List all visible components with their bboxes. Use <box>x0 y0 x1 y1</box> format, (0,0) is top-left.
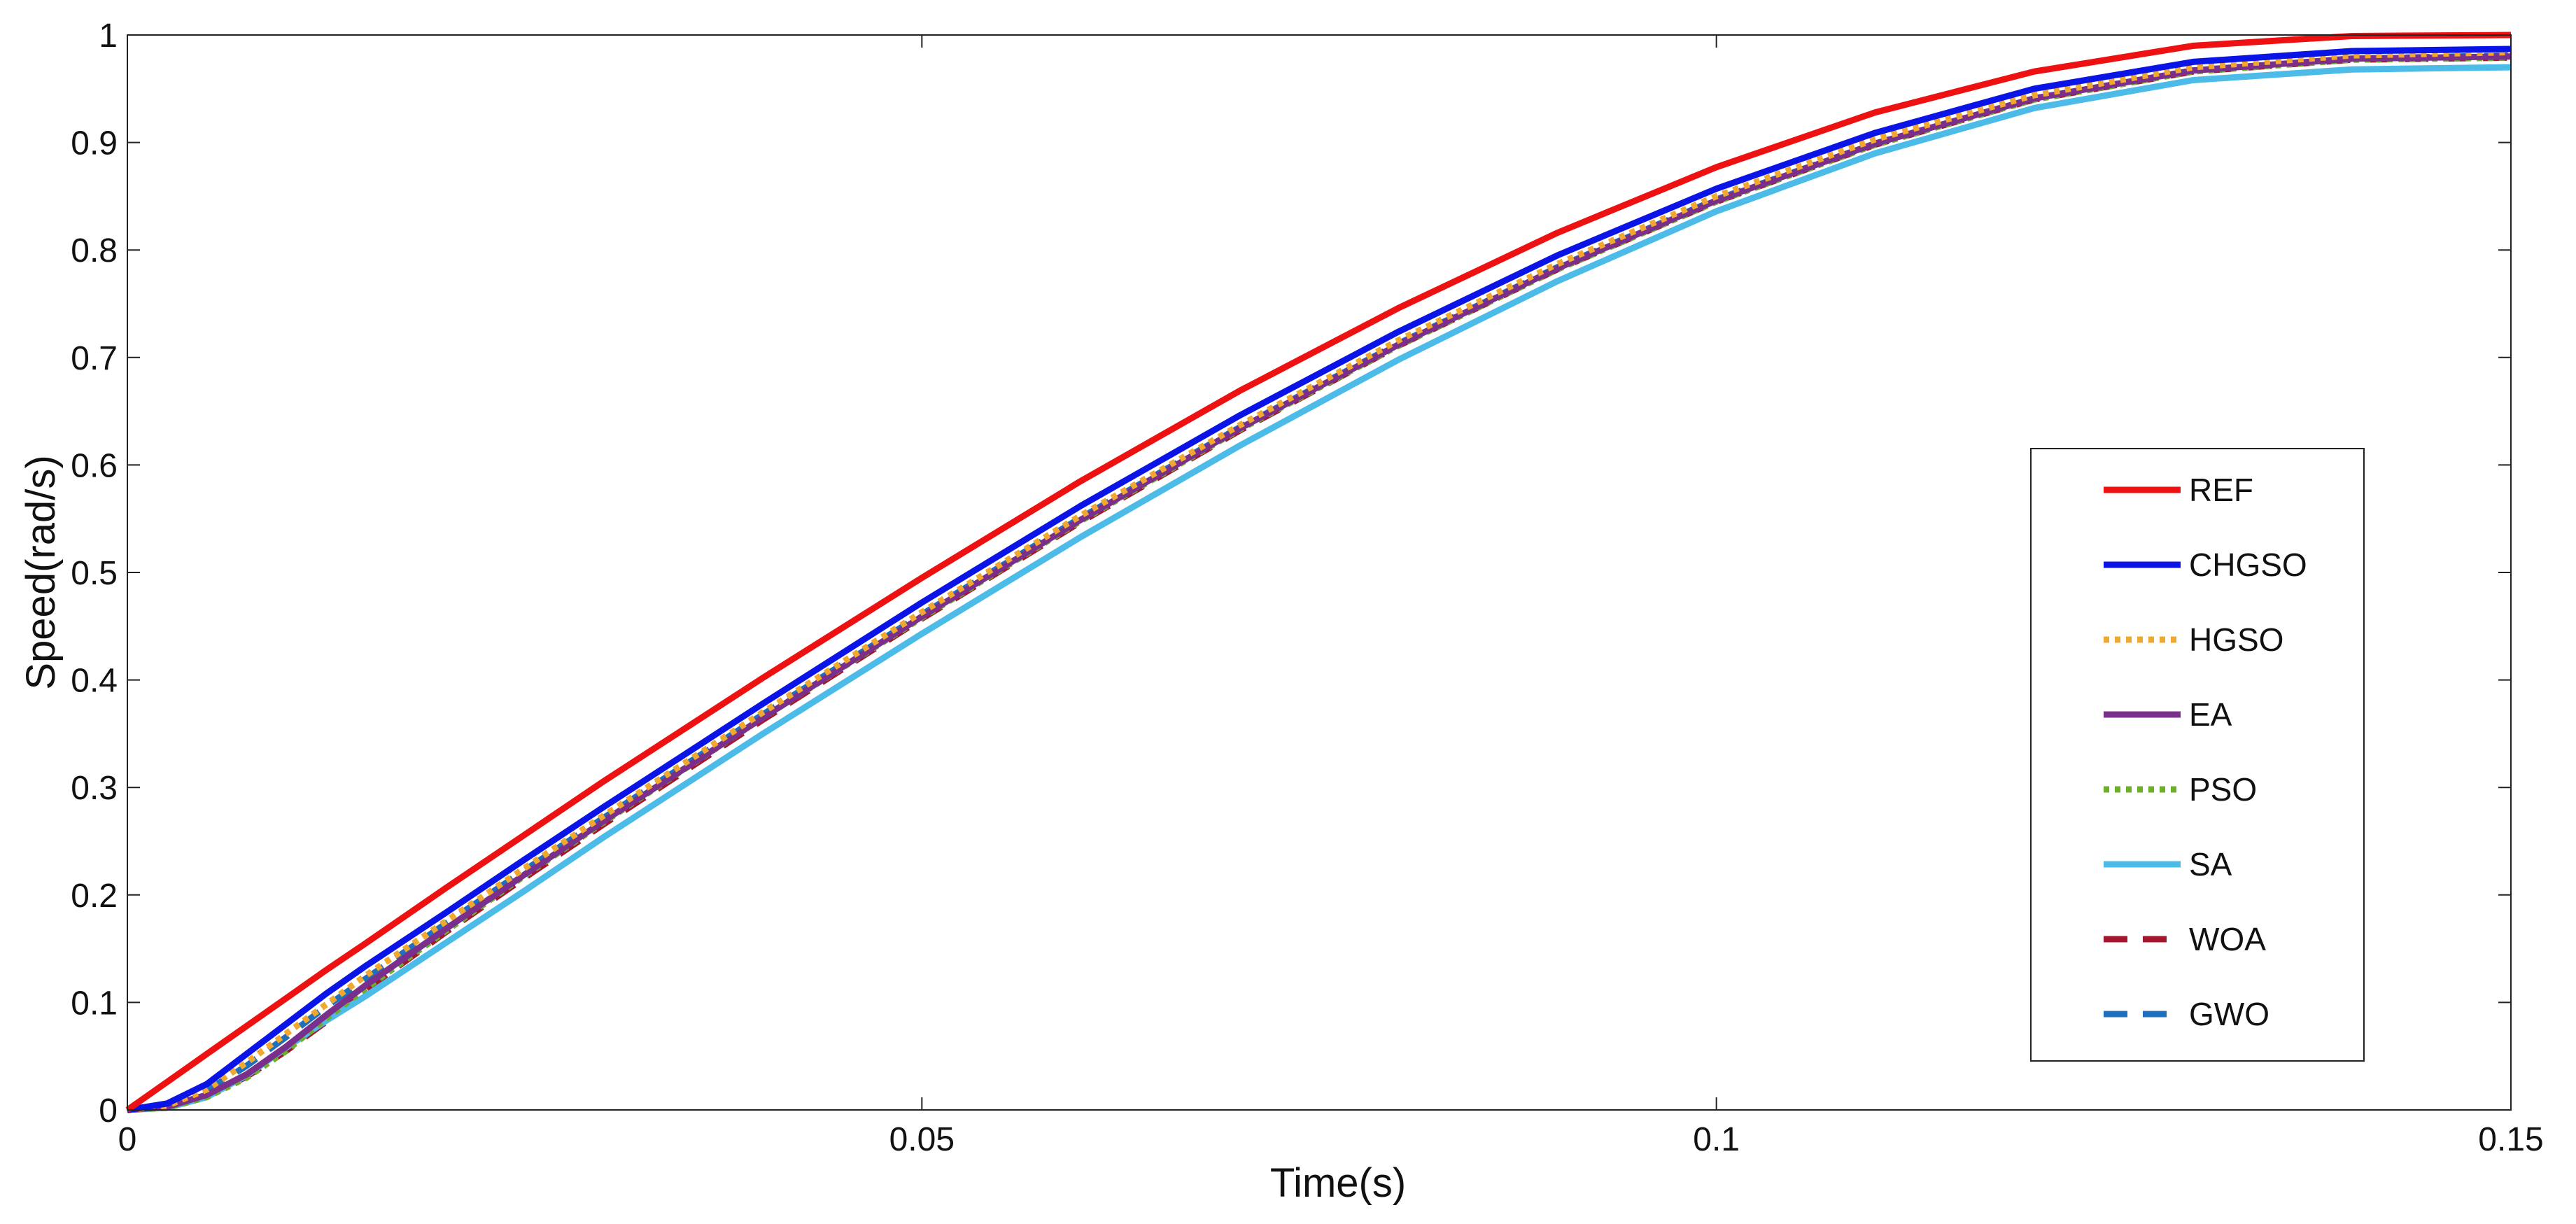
legend-item-pso: PSO <box>2104 771 2257 808</box>
legend-label: GWO <box>2189 996 2269 1032</box>
series-lines <box>125 31 2512 1113</box>
y-axis-label: Speed(rad/s) <box>18 455 64 689</box>
legend-box <box>2030 448 2365 1062</box>
x-axis-label: Time(s) <box>1270 1160 1406 1206</box>
y-tick-label: 0.4 <box>71 663 118 700</box>
legend-item-chgso: CHGSO <box>2104 547 2307 583</box>
y-tick-label: 0.6 <box>71 447 118 484</box>
series-line-chgso <box>127 45 2512 1113</box>
legend-label: EA <box>2189 696 2232 733</box>
legend-item-woa: WOA <box>2104 921 2266 957</box>
x-tick-labels: 0 0.05 0.1 0.15 <box>118 1121 2544 1158</box>
legend-items: REF CHGSO HGSO EA PSO SA WOA GWO <box>2104 472 2307 1032</box>
y-tick-label: 0.3 <box>71 770 118 807</box>
y-tick-label: 0 <box>99 1092 118 1130</box>
series-line-ea <box>127 53 2512 1113</box>
plot-frame <box>127 34 2512 1111</box>
legend-item-sa: SA <box>2104 846 2232 882</box>
y-tick-label: 0.5 <box>71 555 118 592</box>
y-tick-label: 1 <box>99 17 118 55</box>
legend-label: PSO <box>2189 771 2257 808</box>
x-tick-label: 0.1 <box>1693 1121 1740 1158</box>
y-tick-label: 0.7 <box>71 340 118 377</box>
legend-label: SA <box>2189 846 2232 882</box>
legend-item-hgso: HGSO <box>2104 621 2283 658</box>
legend-item-ea: EA <box>2104 696 2232 733</box>
y-tick-label: 0.2 <box>71 878 118 915</box>
y-tick-labels: 0 0.1 0.2 0.3 0.4 0.5 0.6 0.7 0.8 0.9 1 <box>71 17 118 1130</box>
legend-label: CHGSO <box>2189 547 2307 583</box>
y-tick-label: 0.8 <box>71 232 118 269</box>
y-tick-label: 0.1 <box>71 985 118 1022</box>
legend-label: REF <box>2189 472 2253 508</box>
legend-label: HGSO <box>2189 621 2283 658</box>
y-tick-label: 0.9 <box>71 125 118 162</box>
legend-label: WOA <box>2189 921 2266 957</box>
legend-item-ref: REF <box>2104 472 2253 508</box>
x-tick-label: 0.15 <box>2478 1121 2543 1158</box>
x-tick-label: 0 <box>118 1121 137 1158</box>
legend-item-gwo: GWO <box>2104 996 2269 1032</box>
series-line-ref <box>125 31 2512 1113</box>
legend: REF CHGSO HGSO EA PSO SA WOA GWO <box>2030 448 2365 1062</box>
x-tick-label: 0.05 <box>889 1121 955 1158</box>
